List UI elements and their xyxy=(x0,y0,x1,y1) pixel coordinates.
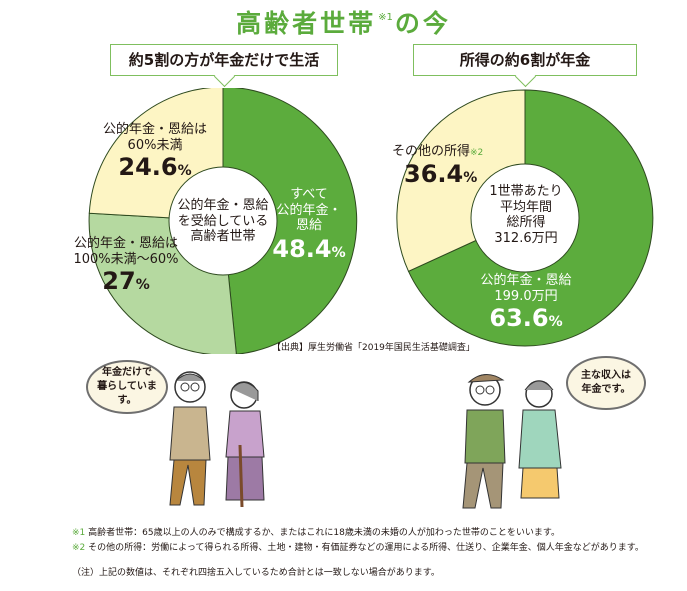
segment-label-line: 公的年金・恩給 xyxy=(480,273,572,288)
segment-unit: % xyxy=(463,169,478,186)
center-line: 平均年間 xyxy=(499,199,552,215)
footnotes: ※1 高齢者世帯：65歳以上の人のみで構成するか、またはこれに18歳未満の未婚の… xyxy=(72,526,672,556)
segment-label-line: すべて xyxy=(290,187,328,202)
segment-value: 48.4 xyxy=(272,234,332,263)
segment-label-line: 公的年金・ xyxy=(276,202,342,218)
segment-unit: % xyxy=(548,314,563,331)
center-line: 1世帯あたり xyxy=(489,184,563,199)
label-pension: 公的年金・恩給 199.0万円 63.6% xyxy=(470,273,582,333)
segment-unit: % xyxy=(135,277,150,294)
segment-value: 24.6 xyxy=(118,153,178,182)
left-center-label: 公的年金・恩給 を受給している 高齢者世帯 xyxy=(172,198,274,245)
segment-value: 36.4 xyxy=(404,159,464,188)
segment-value: 63.6 xyxy=(489,304,549,333)
callout-pointer xyxy=(514,65,537,88)
footnote-2: ※2 その他の所得：労働によって得られる所得、土地・建物・有価証券などの運用によ… xyxy=(72,541,672,556)
label-under-60: 公的年金・恩給は 60%未満 24.6% xyxy=(100,122,210,182)
footnote-1: ※1 高齢者世帯：65歳以上の人のみで構成するか、またはこれに18歳未満の未婚の… xyxy=(72,526,672,541)
right-callout-text: 所得の約6割が年金 xyxy=(459,51,591,69)
title-suffix: の今 xyxy=(394,9,451,38)
segment-label-line: 199.0万円 xyxy=(494,288,558,304)
left-chart-callout: 約5割の方が年金だけで生活 xyxy=(110,44,338,88)
segment-unit: % xyxy=(177,163,192,180)
segment-label-line: 恩給 xyxy=(295,218,322,234)
callout-pointer xyxy=(213,65,236,88)
center-line: 312.6万円 xyxy=(494,230,558,246)
left-speech-bubble: 年金だけで暮らしています。 xyxy=(86,360,168,414)
center-line: 総所得 xyxy=(506,215,546,231)
right-chart-callout: 所得の約6割が年金 xyxy=(413,44,637,88)
left-donut-chart xyxy=(88,88,358,354)
donut-hole xyxy=(168,166,278,276)
center-line: を受給している xyxy=(177,213,269,229)
label-other-income: その他の所得※2 36.4% xyxy=(392,144,500,188)
donut-hole xyxy=(470,163,580,273)
segment-label-line: その他の所得 xyxy=(392,144,471,159)
title-main: 高齢者世帯 xyxy=(236,9,377,38)
bubble-line: 主な収入は xyxy=(581,370,631,381)
center-line: 高齢者世帯 xyxy=(190,229,256,245)
bubble-line: 年金です。 xyxy=(581,384,631,395)
bubble-line: 暮らしています。 xyxy=(97,381,157,406)
footnote-text: その他の所得：労働によって得られる所得、土地・建物・有価証券などの運用による所得… xyxy=(88,543,644,553)
segment-label-line: 公的年金・恩給は xyxy=(102,122,207,137)
source-citation: 【出典】厚生労働省「2019年国民生活基礎調査」 xyxy=(272,343,475,353)
footnote-mark: ※2 xyxy=(72,543,86,553)
center-line: 公的年金・恩給 xyxy=(177,198,269,213)
disclaimer: （注）上記の数値は、それぞれ四捨五入しているため合計とは一致しない場合があります… xyxy=(72,568,440,578)
elderly-couple-right-illustration xyxy=(462,374,562,509)
left-callout-text: 約5割の方が年金だけで生活 xyxy=(128,51,320,69)
segment-label-line: 60%未満 xyxy=(127,137,183,153)
label-all-pension: すべて 公的年金・ 恩給 48.4% xyxy=(272,187,346,264)
note-mark: ※2 xyxy=(470,148,484,158)
segment-unit: % xyxy=(331,244,346,261)
right-speech-bubble: 主な収入は年金です。 xyxy=(566,356,646,410)
footnote-mark: ※1 xyxy=(72,528,86,538)
segment-label-line: 公的年金・恩給は xyxy=(73,236,178,251)
right-donut-chart xyxy=(396,89,654,347)
label-100-60: 公的年金・恩給は 100%未満〜60% 27% xyxy=(68,236,184,296)
segment-value: 27 xyxy=(102,267,136,296)
segment-all-pension xyxy=(222,88,358,354)
elderly-couple-left-illustration xyxy=(169,371,265,508)
right-center-label: 1世帯あたり 平均年間 総所得 312.6万円 xyxy=(474,184,578,246)
bubble-line: 年金だけで xyxy=(102,367,152,378)
title-note-mark: ※1 xyxy=(378,12,393,23)
footnote-text: 高齢者世帯：65歳以上の人のみで構成するか、またはこれに18歳未満の未婚の人が加… xyxy=(88,528,560,538)
page-title: 高齢者世帯 ※1の今 xyxy=(0,4,687,40)
segment-label-line: 100%未満〜60% xyxy=(73,251,179,267)
